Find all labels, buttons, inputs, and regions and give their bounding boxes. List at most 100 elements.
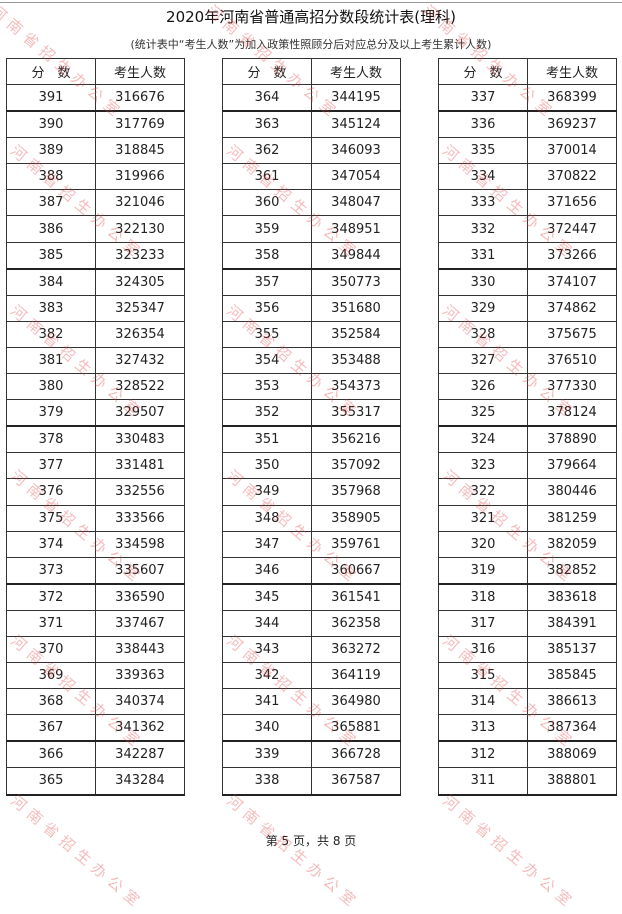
count-cell: 370822 [527,163,617,191]
table-row: 385 323233 [6,241,185,270]
count-cell: 372447 [527,215,617,243]
table-row: 331 373266 [438,241,617,270]
score-cell: 377 [6,452,96,480]
score-cell: 358 [222,241,312,270]
count-cell: 388069 [527,740,617,769]
table-row: 325 378124 [438,399,617,428]
count-cell: 347054 [311,163,401,191]
score-cell: 346 [222,556,312,585]
score-cell: 366 [6,740,96,769]
count-cell: 356216 [311,425,401,454]
table-row: 333 371656 [438,189,617,217]
count-cell: 348951 [311,215,401,243]
count-cell: 367587 [311,767,401,796]
score-cell: 371 [6,609,96,637]
count-cell: 378124 [527,399,617,428]
count-cell: 317769 [95,110,185,139]
table-row: 340 365881 [222,714,401,743]
count-cell: 378890 [527,425,617,454]
count-cell: 326354 [95,320,185,348]
score-cell: 349 [222,478,312,506]
table-row: 391 316676 [6,84,185,113]
count-cell: 339363 [95,662,185,690]
score-cell: 331 [438,241,528,270]
table-row: 344 362358 [222,609,401,637]
count-cell: 335607 [95,556,185,585]
table-row: 358 349844 [222,241,401,270]
count-cell: 381259 [527,504,617,532]
count-cell: 385137 [527,635,617,664]
page-top-border [0,2,622,3]
count-cell: 319966 [95,163,185,191]
count-cell: 379664 [527,452,617,480]
table-row: 351 356216 [222,425,401,454]
table-row: 386 322130 [6,215,185,243]
score-cell: 369 [6,662,96,690]
watermark-text: 河南省招生办公室 [7,791,148,914]
score-cell: 359 [222,215,312,243]
header-score: 分 数 [222,58,312,85]
count-cell: 388801 [527,767,617,796]
score-cell: 348 [222,504,312,532]
score-cell: 322 [438,478,528,506]
score-cell: 339 [222,740,312,769]
count-cell: 362358 [311,609,401,637]
count-cell: 343284 [95,767,185,796]
table-row: 320 382059 [438,530,617,558]
score-cell: 333 [438,189,528,217]
score-cell: 386 [6,215,96,243]
count-cell: 340374 [95,688,185,716]
count-cell: 321046 [95,189,185,217]
score-cell: 335 [438,137,528,165]
table-row: 322 380446 [438,478,617,506]
table-row: 382 326354 [6,320,185,348]
table-row: 381 327432 [6,346,185,375]
count-cell: 358905 [311,504,401,532]
count-cell: 351680 [311,294,401,322]
table-row: 334 370822 [438,163,617,191]
table-row: 370 338443 [6,635,185,664]
table-row: 345 361541 [222,583,401,611]
table-header-row: 分 数 考生人数 [438,58,617,85]
table-row: 389 318845 [6,137,185,165]
table-row: 332 372447 [438,215,617,243]
score-cell: 316 [438,635,528,664]
score-cell: 360 [222,189,312,217]
score-cell: 378 [6,425,96,454]
count-cell: 352584 [311,320,401,348]
score-cell: 313 [438,714,528,743]
score-cell: 376 [6,478,96,506]
table-row: 347 359761 [222,530,401,558]
score-cell: 330 [438,268,528,296]
score-cell: 337 [438,84,528,113]
score-cell: 341 [222,688,312,716]
count-cell: 384391 [527,609,617,637]
count-cell: 357092 [311,452,401,480]
table-row: 329 374862 [438,294,617,322]
score-cell: 311 [438,767,528,796]
table-row: 383 325347 [6,294,185,322]
score-cell: 314 [438,688,528,716]
table-row: 336 369237 [438,110,617,139]
count-cell: 349844 [311,241,401,270]
score-cell: 328 [438,320,528,348]
table-row: 368 340374 [6,688,185,716]
count-cell: 322130 [95,215,185,243]
score-cell: 353 [222,373,312,401]
table-row: 361 347054 [222,163,401,191]
count-cell: 353488 [311,346,401,375]
count-cell: 375675 [527,320,617,348]
table-row: 318 383618 [438,583,617,611]
score-cell: 362 [222,137,312,165]
page-title: 2020年河南省普通高招分数段统计表(理科) [166,8,456,26]
table-row: 339 366728 [222,740,401,769]
table-row: 352 355317 [222,399,401,428]
table-row: 390 317769 [6,110,185,139]
score-cell: 356 [222,294,312,322]
count-cell: 337467 [95,609,185,637]
header-score: 分 数 [438,58,528,85]
count-cell: 323233 [95,241,185,270]
table-row: 364 344195 [222,84,401,113]
score-table-1: 分 数 考生人数 391 316676 390 317769 389 318845 388 3… [6,58,185,796]
count-cell: 366728 [311,740,401,769]
